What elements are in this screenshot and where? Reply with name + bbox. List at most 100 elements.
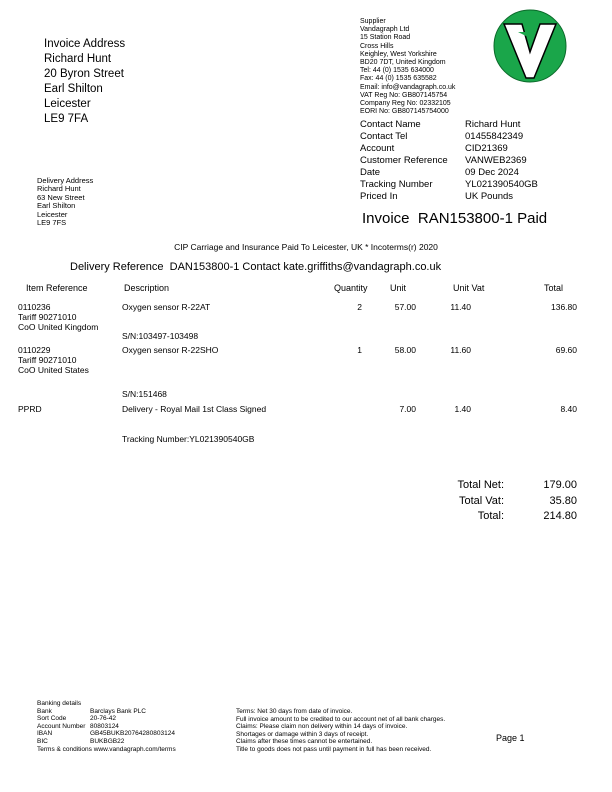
item-reference: 0110236 Tariff 90271010 CoO United Kingd… xyxy=(18,302,98,332)
contact-value: 09 Dec 2024 xyxy=(465,167,519,178)
contact-label: Tracking Number xyxy=(360,179,433,190)
terms-line: Claims after these times cannot be enter… xyxy=(236,738,373,746)
total-net-value: 179.00 xyxy=(543,479,577,491)
invoice-address-line: Invoice Address xyxy=(44,38,126,50)
supplier-line: 15 Station Road xyxy=(360,34,411,42)
supplier-line: Keighley, West Yorkshire xyxy=(360,50,437,58)
supplier-line: Tel: 44 (0) 1535 634000 xyxy=(360,67,434,75)
item-note: S/N:151468 xyxy=(122,389,167,399)
contact-value: Richard Hunt xyxy=(465,119,521,130)
total-vat-value: 35.80 xyxy=(549,495,577,507)
item-code: 0110236 xyxy=(18,302,51,312)
banking-value: Barclays Bank PLC xyxy=(90,707,146,715)
total-vat-label: Total Vat: xyxy=(458,495,504,507)
contact-row: Priced In UK Pounds xyxy=(360,191,580,203)
supplier-line: Fax: 44 (0) 1535 635582 xyxy=(360,75,437,83)
banking-label: Account Number xyxy=(37,722,86,730)
contact-row: Date 09 Dec 2024 xyxy=(360,167,580,179)
supplier-line: Cross Hills xyxy=(360,42,394,50)
item-description: Delivery - Royal Mail 1st Class Signed xyxy=(122,404,267,414)
item-total: 8.40 xyxy=(560,404,577,414)
invoice-address-line: 20 Byron Street xyxy=(44,68,124,80)
contact-row: Tracking Number YL021390540GB xyxy=(360,179,580,191)
item-unit: 58.00 xyxy=(394,345,416,355)
invoice-address-line: LE9 7FA xyxy=(44,113,89,125)
contact-row: Contact Tel 01455842349 xyxy=(360,131,580,143)
contact-value: UK Pounds xyxy=(465,191,514,202)
supplier-line: BD20 7DT, United Kingdom xyxy=(360,59,446,67)
item-description: Oxygen sensor R-22AT xyxy=(122,302,211,312)
contact-row: Account CID21369 xyxy=(360,143,580,155)
item-total: 136.80 xyxy=(551,302,577,312)
contact-row: Customer Reference VANWEB2369 xyxy=(360,155,580,167)
banking-details: Banking details Bank Barclays Bank PLC So… xyxy=(37,700,176,753)
item-note: S/N:103497-103498 xyxy=(122,331,199,341)
banking-title: Banking details xyxy=(37,700,82,707)
item-reference: PPRD xyxy=(18,404,42,414)
contact-details: Contact Name Richard Hunt Contact Tel 0145… xyxy=(360,119,580,203)
delivery-address-line: Delivery Address xyxy=(37,176,94,185)
supplier-line: Supplier xyxy=(360,18,386,25)
item-quantity: 2 xyxy=(357,302,362,312)
total-net-label: Total Net: xyxy=(457,479,504,491)
invoice-address: Invoice Address Richard Hunt 20 Byron St… xyxy=(44,37,125,127)
header-unit: Unit xyxy=(390,283,407,293)
vandagraph-logo xyxy=(493,9,567,83)
contact-label: Priced In xyxy=(360,191,398,202)
supplier-line: Company Reg No: 02332105 xyxy=(360,100,451,108)
item-total: 69.60 xyxy=(555,345,577,355)
delivery-address-line: Leicester xyxy=(37,209,68,219)
item-origin: CoO United States xyxy=(18,365,89,375)
banking-row: IBAN GB45BUKB20764280803124 xyxy=(37,730,176,738)
delivery-reference: Delivery Reference DAN153800-1 Contact k… xyxy=(70,261,442,273)
banking-label: Sort Code xyxy=(37,715,67,723)
terms-link[interactable]: Terms & conditions www.vandagraph.com/te… xyxy=(37,745,176,753)
incoterms: CIP Carriage and Insurance Paid To Leice… xyxy=(174,242,438,252)
header-description: Description xyxy=(124,283,170,293)
item-code: 0110229 xyxy=(18,345,51,355)
delivery-address-line: LE9 7FS xyxy=(37,218,67,228)
contact-row: Contact Name Richard Hunt xyxy=(360,119,580,131)
terms-line: Title to goods does not pass until payme… xyxy=(236,745,432,753)
total-label: Total: xyxy=(477,510,504,522)
banking-row: Bank Barclays Bank PLC xyxy=(37,708,176,716)
contact-label: Date xyxy=(360,167,381,178)
item-unit-vat: 1.40 xyxy=(454,404,471,414)
supplier-line: Vandagraph Ltd xyxy=(360,26,410,34)
delivery-address-line: 63 New Street xyxy=(37,192,85,202)
header-item-reference: Item Reference xyxy=(26,283,88,293)
payment-terms: Terms: Net 30 days from date of invoice.… xyxy=(236,708,445,754)
contact-value: VANWEB2369 xyxy=(465,155,527,166)
item-tariff: Tariff 90271010 xyxy=(18,312,77,322)
item-description: Oxygen sensor R-22SHO xyxy=(122,345,219,355)
contact-value: 01455842349 xyxy=(465,131,524,142)
supplier-line: EORI No: GB807145754000 xyxy=(360,108,449,116)
contact-value: CID21369 xyxy=(465,143,508,154)
item-unit-vat: 11.60 xyxy=(450,345,471,355)
header-quantity: Quantity xyxy=(334,283,368,293)
item-origin: CoO United Kingdom xyxy=(18,322,99,332)
item-unit: 7.00 xyxy=(399,404,416,414)
banking-label: BIC xyxy=(37,737,48,745)
header-unit-vat: Unit Vat xyxy=(453,283,485,293)
item-code: PPRD xyxy=(18,404,42,414)
terms-line: Shortages or damage within 3 days of rec… xyxy=(236,730,369,738)
item-quantity: 1 xyxy=(357,345,362,355)
contact-label: Account xyxy=(360,143,395,154)
banking-row: Account Number 80803124 xyxy=(37,723,176,731)
invoice-address-line: Leicester xyxy=(44,98,91,110)
item-reference: 0110229 Tariff 90271010 CoO United State… xyxy=(18,345,89,375)
banking-label: IBAN xyxy=(37,730,53,738)
supplier-line: VAT Reg No: GB807145754 xyxy=(360,91,448,99)
banking-row: BIC BUKBGB22 xyxy=(37,738,176,746)
item-unit-vat: 11.40 xyxy=(450,302,471,312)
delivery-address: Delivery Address Richard Hunt 63 New Str… xyxy=(37,176,94,228)
delivery-address-line: Richard Hunt xyxy=(37,184,81,194)
banking-value: 80803124 xyxy=(90,722,119,730)
terms-line: Claims: Please claim non delivery within… xyxy=(236,723,408,731)
banking-value: GB45BUKB20764280803124 xyxy=(90,730,175,738)
banking-value: 20-76-42 xyxy=(90,715,117,723)
invoice-title: Invoice RAN153800-1 Paid xyxy=(362,210,548,227)
invoice-address-line: Richard Hunt xyxy=(44,53,112,65)
